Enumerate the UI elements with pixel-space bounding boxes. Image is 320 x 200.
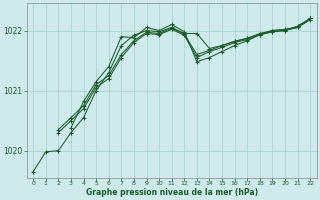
X-axis label: Graphe pression niveau de la mer (hPa): Graphe pression niveau de la mer (hPa) <box>86 188 258 197</box>
